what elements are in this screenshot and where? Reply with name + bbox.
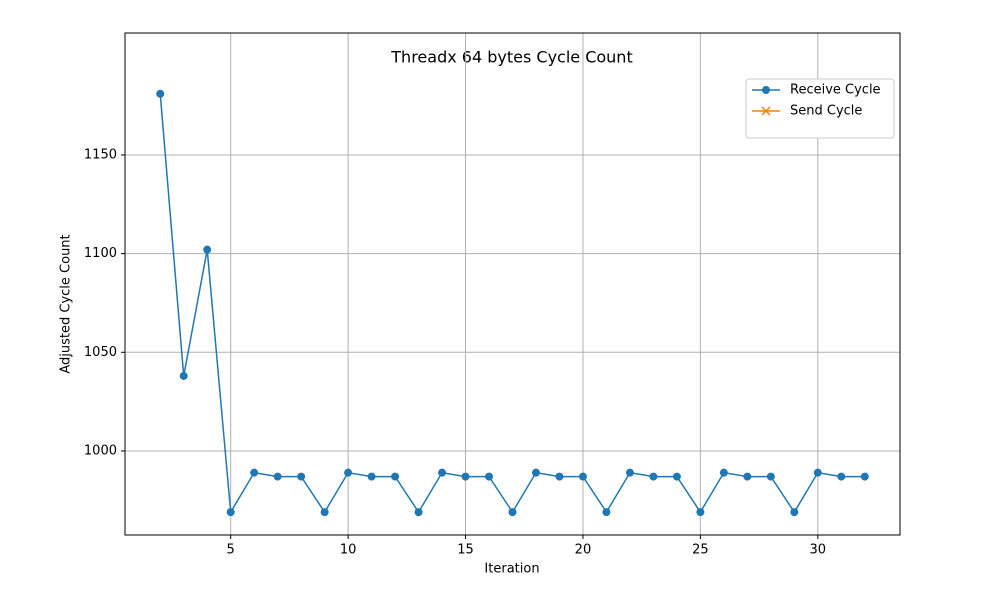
marker	[461, 472, 470, 481]
x-tick-label: 25	[692, 543, 709, 558]
marker	[602, 508, 611, 517]
marker-x	[761, 106, 771, 116]
chart-title: Threadx 64 bytes Cycle Count	[390, 48, 632, 67]
marker	[226, 508, 235, 517]
marker	[179, 371, 188, 380]
legend-label: Receive Cycle	[790, 83, 881, 98]
marker	[367, 472, 376, 481]
y-tick-label: 1100	[84, 246, 117, 261]
legend-label: Send Cycle	[790, 104, 862, 119]
marker	[649, 472, 658, 481]
y-tick-label: 1050	[84, 345, 117, 360]
marker	[414, 508, 423, 517]
marker	[391, 472, 400, 481]
y-axis-label: Adjusted Cycle Count	[59, 234, 74, 373]
legend-box	[745, 78, 895, 139]
plot-frame	[124, 32, 901, 536]
marker	[344, 468, 353, 477]
y-tick-label: 1150	[84, 147, 117, 162]
marker	[743, 472, 752, 481]
marker	[531, 468, 540, 477]
x-tick-label: 5	[227, 543, 235, 558]
x-tick-label: 15	[457, 543, 474, 558]
marker	[438, 468, 447, 477]
marker	[203, 245, 212, 254]
marker	[813, 468, 822, 477]
marker	[320, 508, 329, 517]
marker	[860, 472, 869, 481]
y-tick-label: 1000	[84, 443, 117, 458]
marker	[766, 472, 775, 481]
marker	[508, 508, 517, 517]
marker	[273, 472, 282, 481]
marker	[762, 86, 770, 94]
x-tick-label: 10	[340, 543, 357, 558]
series-line	[159, 93, 865, 515]
marker	[250, 468, 259, 477]
legend: Receive Cycle Send Cycle	[745, 78, 895, 139]
marker	[555, 472, 564, 481]
marker	[578, 472, 587, 481]
marker	[719, 468, 728, 477]
x-tick-label: 20	[575, 543, 592, 558]
marker	[696, 508, 705, 517]
x-axis-label: Iteration	[484, 562, 539, 577]
marker	[625, 468, 634, 477]
marker	[672, 472, 681, 481]
marker	[790, 508, 799, 517]
x-tick-label: 30	[810, 543, 827, 558]
marker	[485, 472, 494, 481]
marker	[156, 89, 165, 98]
marker	[297, 472, 306, 481]
marker	[837, 472, 846, 481]
marker	[761, 106, 771, 116]
